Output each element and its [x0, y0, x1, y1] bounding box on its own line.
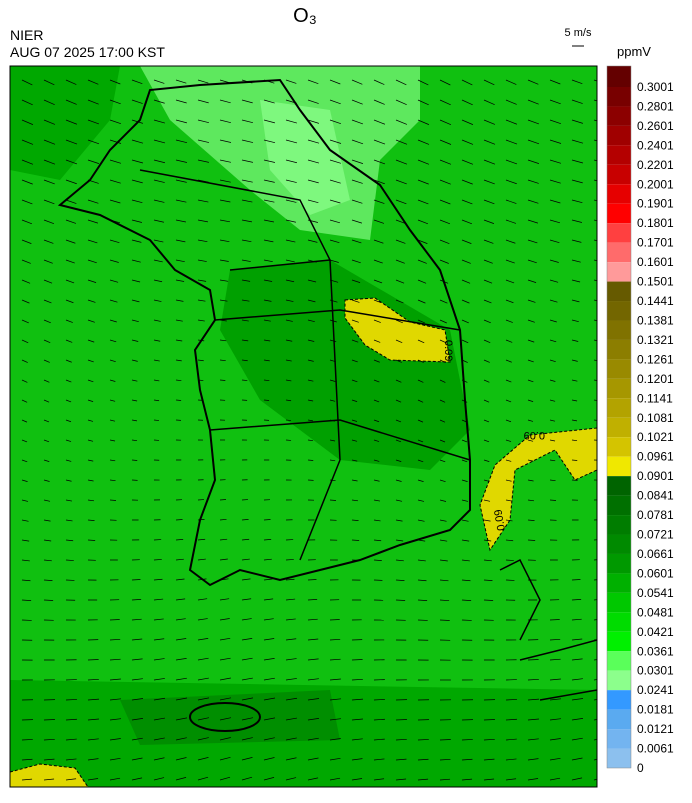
colorbar-label: 0.0841 [637, 489, 674, 503]
color-segment [607, 671, 631, 690]
color-segment [607, 320, 631, 339]
colorbar-label: 0.1021 [637, 430, 674, 444]
map: 0.09 0.09 0.09 [10, 66, 605, 787]
wind-vector [110, 619, 120, 620]
colorbar-label: 0.0601 [637, 566, 674, 580]
color-segment [607, 204, 631, 223]
colorbar-label: 0.1501 [637, 275, 674, 289]
colorbar-label: 0.2601 [637, 119, 674, 133]
color-segment [607, 262, 631, 281]
color-segment [607, 301, 631, 320]
color-segment [607, 710, 631, 729]
colorbar-label: 0.0961 [637, 450, 674, 464]
colorbar-label: 0.1381 [637, 313, 674, 327]
colorbar-label: 0.1441 [637, 294, 674, 308]
colorbar-label: 0.1321 [637, 333, 674, 347]
color-segment [607, 515, 631, 534]
colorbar-label: 0.0241 [637, 683, 674, 697]
wind-scale-label: 5 m/s [565, 27, 592, 39]
color-segment [607, 612, 631, 631]
colorbar-label: 0.0181 [637, 703, 674, 717]
colorbar: 0.3001 0.2801 0.2601 0.2401 0.2201 0.2001 0.19… [607, 66, 674, 775]
color-segment [607, 359, 631, 378]
contour-label: 0.09 [442, 340, 454, 361]
colorbar-label: 0.2001 [637, 177, 674, 191]
colorbar-label: 0.1701 [637, 236, 674, 250]
colorbar-label: 0.0781 [637, 508, 674, 522]
unit: ppmV [617, 44, 651, 59]
color-segment [607, 476, 631, 495]
colorbar-label: 0.1801 [637, 216, 674, 230]
color-segment [607, 573, 631, 592]
color-segment [607, 690, 631, 709]
colorbar-label: 0.0121 [637, 722, 674, 736]
color-segment [607, 457, 631, 476]
colorbar-label: 0.2801 [637, 99, 674, 113]
color-segment [607, 554, 631, 573]
color-segment [607, 535, 631, 554]
color-segment [607, 243, 631, 262]
colorbar-label: 0.0901 [637, 469, 674, 483]
color-segment [607, 729, 631, 748]
colorbar-label: 0.0541 [637, 586, 674, 600]
color-segment [607, 651, 631, 670]
colorbar-label: 0.0061 [637, 742, 674, 756]
color-segment [607, 632, 631, 651]
colorbar-label: 0.1141 [637, 391, 673, 405]
colorbar-label: 0 [637, 761, 644, 775]
colorbar-label: 0.0721 [637, 528, 674, 542]
color-segment [607, 223, 631, 242]
color-segment [607, 496, 631, 515]
color-segment [607, 165, 631, 184]
color-segment [607, 145, 631, 164]
colorbar-label: 0.0421 [637, 625, 674, 639]
colorbar-label: 0.1901 [637, 197, 674, 211]
colorbar-label: 0.1081 [637, 411, 674, 425]
colorbar-label: 0.2401 [637, 138, 674, 152]
colorbar-label: 0.0301 [637, 664, 674, 678]
wind-vector [220, 500, 226, 501]
color-segment [607, 126, 631, 145]
color-segment [607, 66, 631, 87]
color-segment [607, 749, 631, 768]
colorbar-label: 0.0361 [637, 644, 674, 658]
contour-label: 0.09 [524, 429, 545, 441]
timestamp: AUG 07 2025 17:00 KST [10, 44, 165, 60]
color-segment [607, 379, 631, 398]
colorbar-label: 0.3001 [637, 80, 674, 94]
colorbar-label: 0.1201 [637, 372, 674, 386]
color-segment [607, 398, 631, 417]
colorbar-label: 0.2201 [637, 158, 674, 172]
color-segment [607, 340, 631, 359]
colorbar-label: 0.1601 [637, 255, 674, 269]
color-segment [607, 593, 631, 612]
color-segment [607, 184, 631, 203]
wind-vector [440, 740, 451, 741]
color-segment [607, 418, 631, 437]
color-segment [607, 437, 631, 456]
colorbar-label: 0.0481 [637, 605, 674, 619]
agency: NIER [10, 27, 43, 43]
color-segment [607, 282, 631, 301]
colorbar-label: 0.1261 [637, 352, 674, 366]
color-segment [607, 87, 631, 106]
wind-vector [220, 380, 225, 381]
title: O₃ [293, 5, 317, 27]
wind-vector [440, 620, 450, 621]
color-segment [607, 106, 631, 125]
colorbar-label: 0.0661 [637, 547, 674, 561]
